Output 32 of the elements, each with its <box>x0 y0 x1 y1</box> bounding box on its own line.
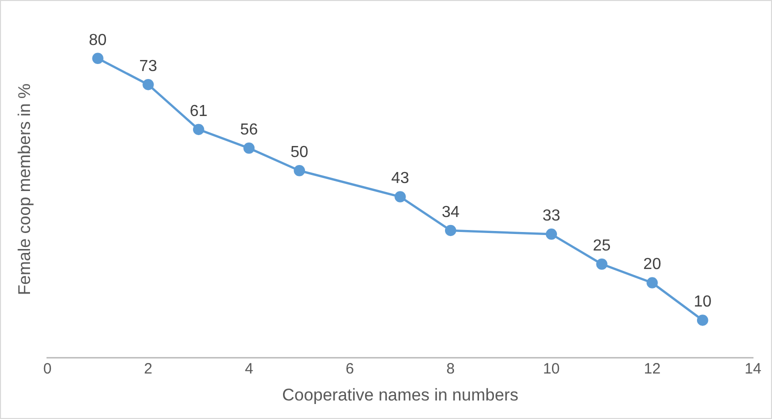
data-label: 33 <box>542 208 560 225</box>
data-label: 80 <box>88 32 107 49</box>
data-label: 34 <box>442 204 460 221</box>
x-tick-label: 8 <box>446 360 455 378</box>
x-tick-label: 14 <box>744 360 762 378</box>
x-axis-title: Cooperative names in numbers <box>282 385 518 404</box>
x-tick-label: 0 <box>43 360 52 378</box>
point <box>696 314 708 326</box>
x-tick-label: 6 <box>346 360 354 378</box>
data-label: 73 <box>139 58 158 75</box>
x-tick-label: 10 <box>543 360 560 378</box>
point <box>243 142 255 154</box>
point <box>142 78 154 90</box>
point <box>596 258 608 270</box>
data-label: 20 <box>643 256 662 274</box>
data-label: 43 <box>391 170 410 188</box>
data-label: 25 <box>592 238 611 255</box>
y-axis-title: Female coop members in % <box>14 83 34 296</box>
point <box>646 277 658 288</box>
data-label: 10 <box>694 294 712 311</box>
point <box>546 228 558 240</box>
point <box>92 52 104 64</box>
point <box>444 224 456 236</box>
data-label: 56 <box>240 122 258 139</box>
data-label: 61 <box>190 102 208 120</box>
x-tick-label: 12 <box>644 360 661 378</box>
point <box>192 124 204 136</box>
point <box>394 191 406 202</box>
data-label: 50 <box>290 144 308 162</box>
x-tick-label: 4 <box>244 360 254 378</box>
point <box>294 164 306 176</box>
x-tick-label: 2 <box>144 360 152 378</box>
